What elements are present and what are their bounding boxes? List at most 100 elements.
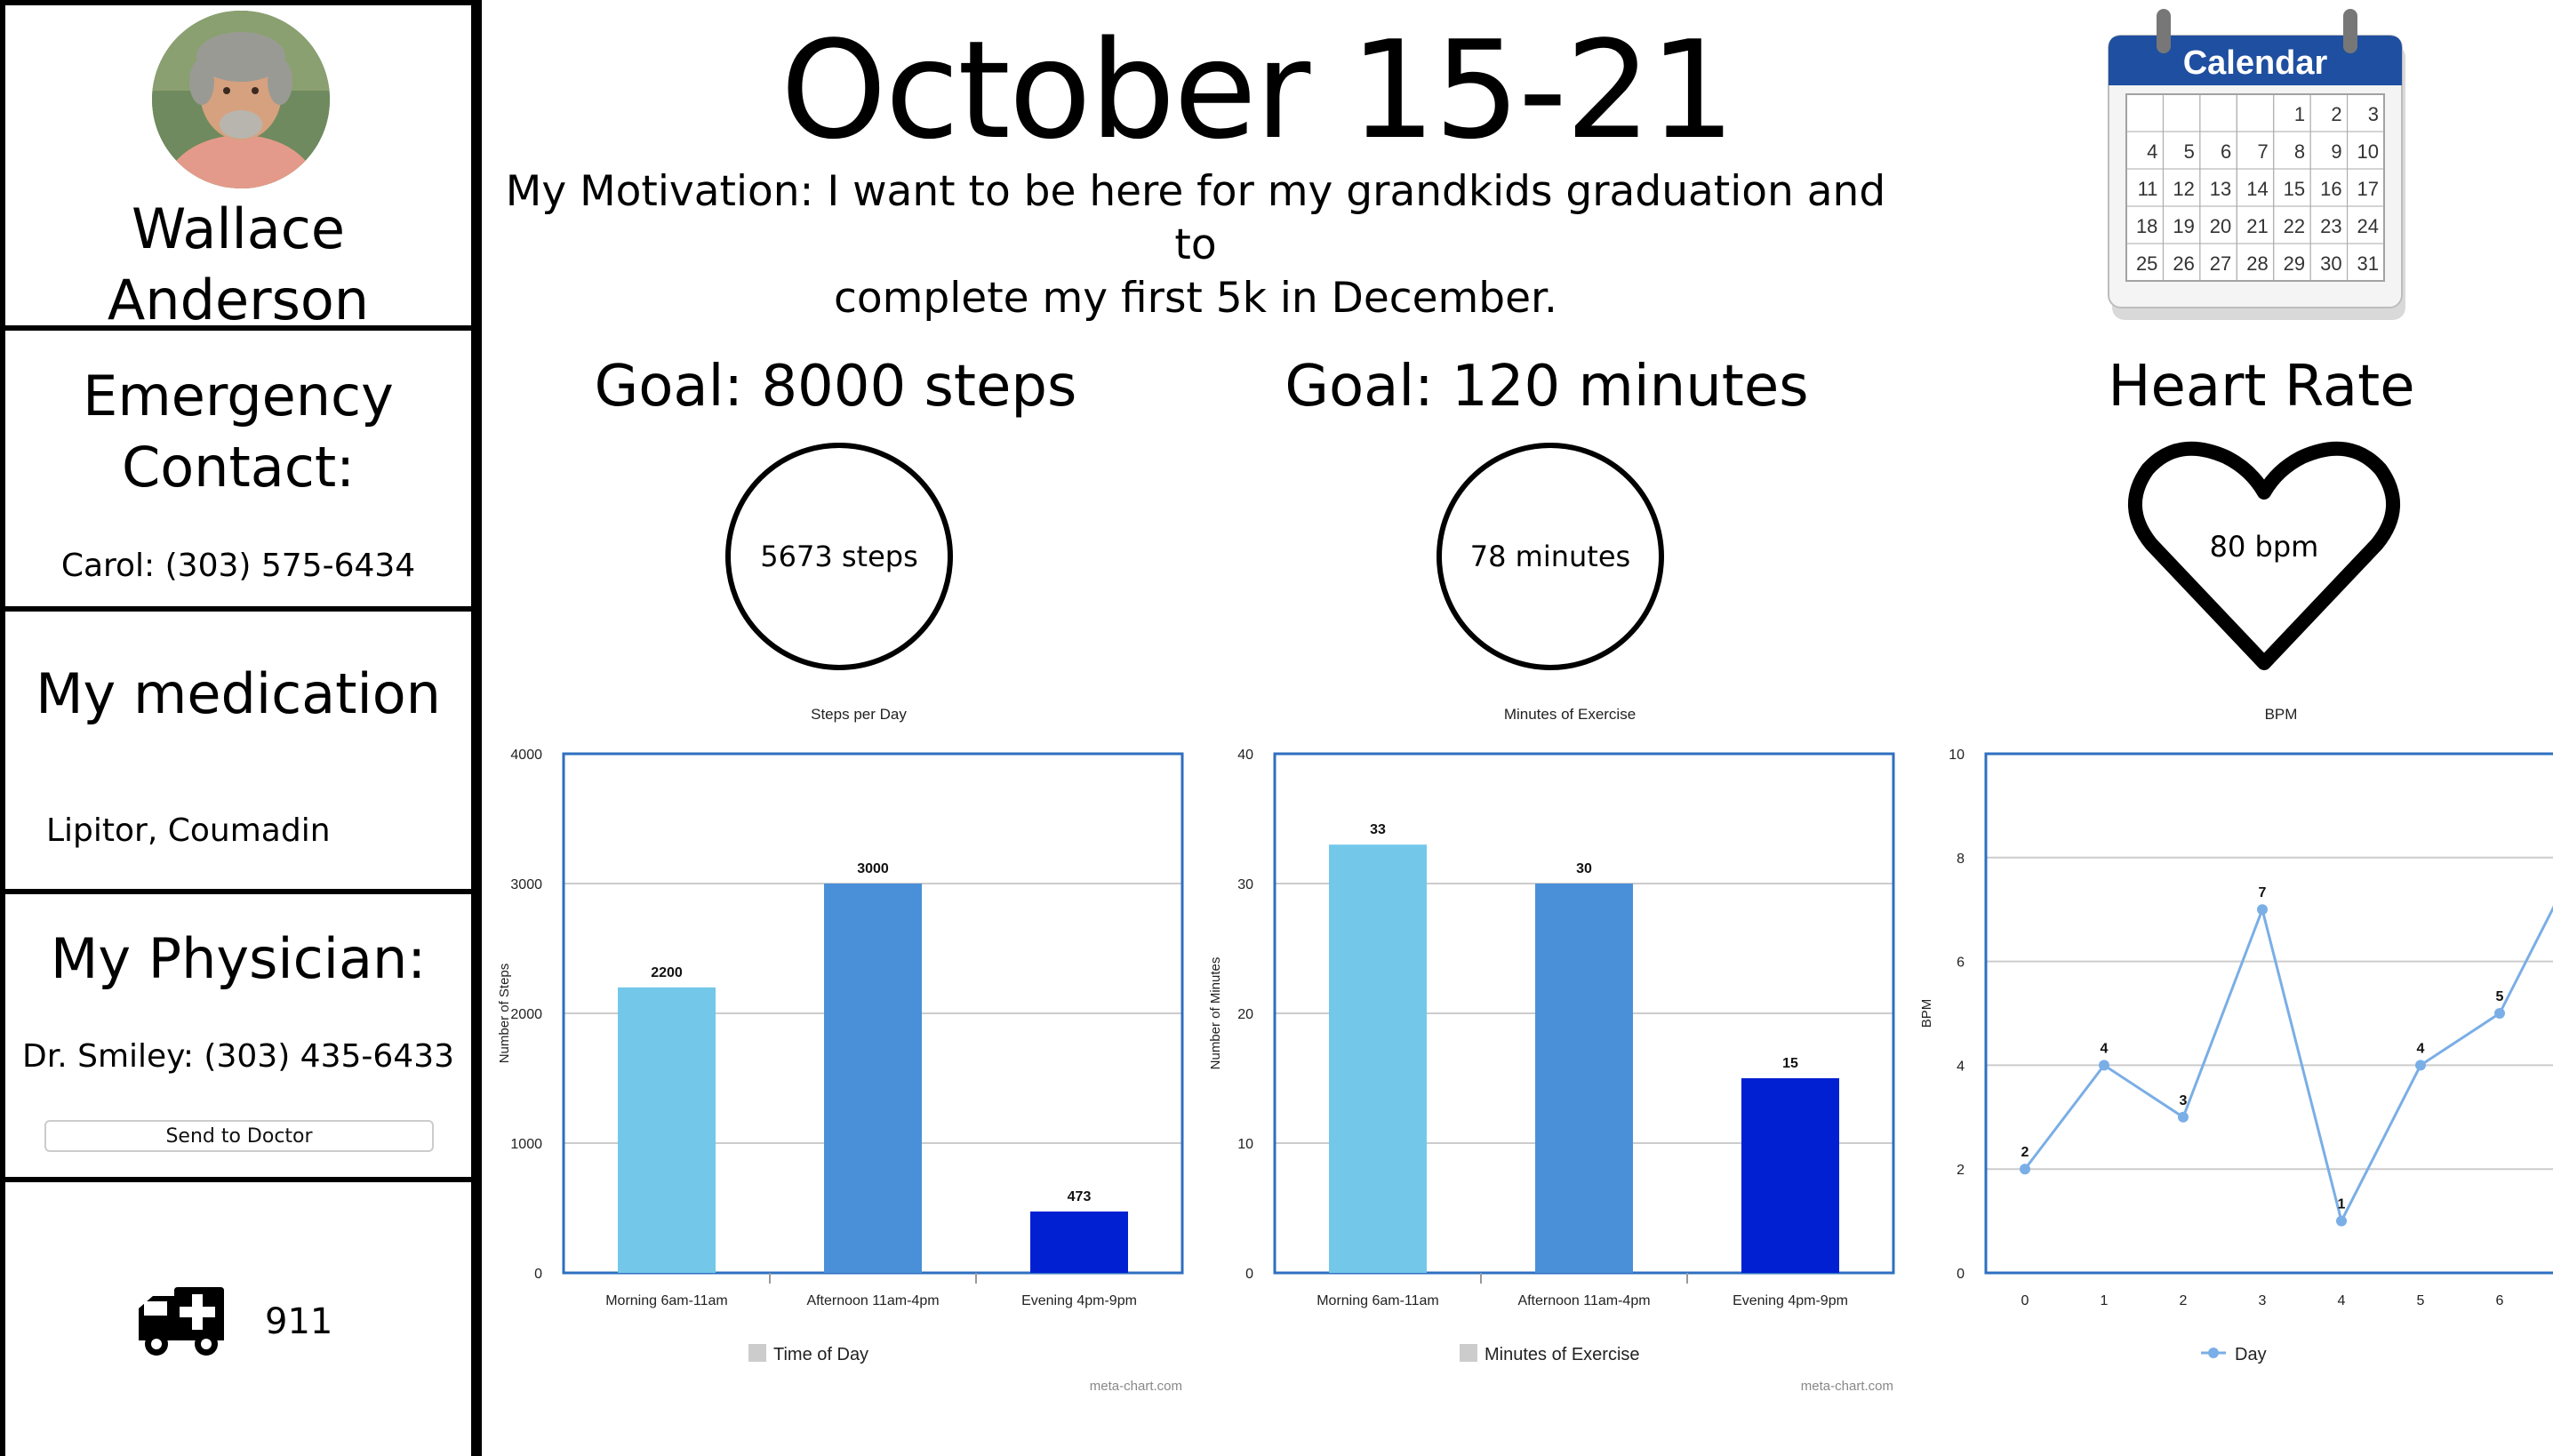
y-tick-label: 4000 xyxy=(510,748,542,763)
calendar-day: 29 xyxy=(2284,252,2305,275)
bar xyxy=(1030,1211,1128,1273)
avatar-photo xyxy=(152,11,330,188)
calendar-day: 22 xyxy=(2284,215,2305,237)
chart-title: Steps per Day xyxy=(811,706,907,723)
avatar xyxy=(152,11,330,188)
calendar-day: 11 xyxy=(2138,178,2158,200)
emergency-heading: Emergency Contact: xyxy=(5,361,471,503)
data-label: 3 xyxy=(2180,1093,2188,1108)
bar xyxy=(1329,844,1427,1273)
data-point xyxy=(2494,1008,2505,1019)
y-axis-label: BPM xyxy=(1919,999,1934,1028)
y-tick-label: 6 xyxy=(1957,956,1965,971)
bar-value-label: 30 xyxy=(1576,861,1592,876)
x-tick-label: Morning 6am-11am xyxy=(605,1293,728,1308)
x-tick-label: 1 xyxy=(2101,1293,2109,1308)
chart-1: Minutes of Exercise 0 10 20 30 40 Number of Mi… xyxy=(1208,706,1895,1394)
legend-label: Minutes of Exercise xyxy=(1485,1345,1640,1364)
calendar-day: 5 xyxy=(2184,140,2195,163)
calendar-widget[interactable]: 1 2 3 4 5 6 7 8 9 10 11 12 13 14 15 16 17 18 19 20 21 22 23 24 2… xyxy=(2103,9,2411,331)
calendar-day: 6 xyxy=(2221,140,2231,163)
y-tick-label: 0 xyxy=(534,1267,542,1282)
data-point xyxy=(2020,1164,2030,1175)
calendar-day: 9 xyxy=(2331,140,2341,163)
bar xyxy=(1741,1078,1839,1273)
y-tick-label: 2000 xyxy=(510,1007,542,1022)
y-tick-label: 40 xyxy=(1237,748,1253,763)
data-label: 4 xyxy=(2101,1041,2109,1056)
patient-name: Wallace Anderson xyxy=(5,194,471,336)
legend-swatch xyxy=(1460,1344,1477,1362)
heart-icon: 80 bpm xyxy=(2126,437,2402,677)
y-tick-label: 0 xyxy=(1957,1267,1965,1282)
chart-0: Steps per Day 0 1000 2000 3000 4000 Number of … xyxy=(497,706,1184,1394)
calendar-day: 12 xyxy=(2173,178,2194,200)
calendar-day: 15 xyxy=(2284,178,2305,200)
bar-value-label: 15 xyxy=(1782,1056,1798,1071)
chart-credit: meta-chart.com xyxy=(1801,1379,1893,1394)
data-label: 2 xyxy=(2021,1145,2029,1160)
heart-rate-title: Heart Rate xyxy=(2108,354,2415,420)
medication-card: My medication Lipitor, Coumadin xyxy=(0,606,476,894)
emergency-contact-text[interactable]: Carol: (303) 575-6434 xyxy=(60,548,416,584)
calendar-day: 21 xyxy=(2246,215,2268,237)
calendar-day: 1 xyxy=(2294,103,2305,125)
calendar-day: 25 xyxy=(2136,252,2157,275)
y-axis-label: Number of Steps xyxy=(497,964,512,1064)
legend-label: Day xyxy=(2235,1345,2267,1364)
y-tick-label: 8 xyxy=(1957,852,1965,867)
bar-value-label: 33 xyxy=(1370,822,1386,837)
bar xyxy=(618,987,716,1273)
legend-label: Time of Day xyxy=(773,1345,868,1364)
calendar-title: Calendar xyxy=(2182,44,2328,82)
bar-value-label: 473 xyxy=(1068,1189,1092,1204)
physician-heading: My Physician: xyxy=(50,926,427,991)
calendar-day: 31 xyxy=(2357,252,2379,275)
legend-swatch xyxy=(748,1344,766,1362)
profile-card: Wallace Anderson xyxy=(0,0,476,332)
x-tick-label: Evening 4pm-9pm xyxy=(1021,1293,1137,1308)
y-tick-label: 4 xyxy=(1957,1059,1965,1074)
emergency-heading-line2: Contact: xyxy=(121,435,356,500)
emergency-number[interactable]: 911 xyxy=(265,1301,333,1342)
y-tick-label: 10 xyxy=(1949,748,1965,763)
calendar-day: 30 xyxy=(2320,252,2341,275)
ambulance-icon[interactable] xyxy=(135,1285,228,1358)
x-tick-label: Afternoon 11am-4pm xyxy=(806,1293,939,1308)
calendar-day: 20 xyxy=(2210,215,2231,237)
bar xyxy=(1535,884,1633,1273)
x-tick-label: Evening 4pm-9pm xyxy=(1733,1293,1848,1308)
data-label: 4 xyxy=(2417,1041,2425,1056)
motivation-text: My Motivation: I want to be here for my … xyxy=(498,165,1893,325)
exercise-circle: 78 minutes xyxy=(1437,443,1664,670)
data-point xyxy=(2178,1111,2189,1123)
y-tick-label: 3000 xyxy=(510,877,542,892)
sidebar-divider xyxy=(476,0,482,1456)
bar-value-label: 3000 xyxy=(857,861,889,876)
calendar-day: 18 xyxy=(2136,215,2157,237)
calendar-day: 23 xyxy=(2320,215,2341,237)
x-tick-label: Morning 6am-11am xyxy=(1317,1293,1439,1308)
medication-heading: My medication xyxy=(36,661,441,726)
motivation-line1: My Motivation: I want to be here for my … xyxy=(505,167,1886,269)
physician-contact[interactable]: Dr. Smiley: (303) 435-6433 xyxy=(22,1038,454,1075)
data-point xyxy=(2257,904,2268,916)
x-tick-label: 2 xyxy=(2180,1293,2188,1308)
data-label: 5 xyxy=(2496,989,2504,1004)
week-title: October 15-21 xyxy=(780,12,1735,169)
calendar-day: 2 xyxy=(2331,103,2341,125)
calendar-day: 14 xyxy=(2246,178,2268,200)
calendar-day: 10 xyxy=(2357,140,2379,163)
calendar-day: 28 xyxy=(2246,252,2268,275)
steps-circle: 5673 steps xyxy=(725,443,953,670)
calendar-cell xyxy=(2347,243,2385,282)
send-to-doctor-button[interactable]: Send to Doctor xyxy=(44,1120,434,1152)
data-label: 1 xyxy=(2338,1197,2346,1212)
bar xyxy=(824,884,922,1273)
y-tick-label: 30 xyxy=(1237,877,1253,892)
physician-card: My Physician: Dr. Smiley: (303) 435-6433… xyxy=(0,889,476,1182)
legend-marker xyxy=(2208,1348,2219,1358)
emergency-contact-card: Emergency Contact: Carol: (303) 575-6434 xyxy=(0,325,476,612)
data-point xyxy=(2336,1215,2347,1227)
